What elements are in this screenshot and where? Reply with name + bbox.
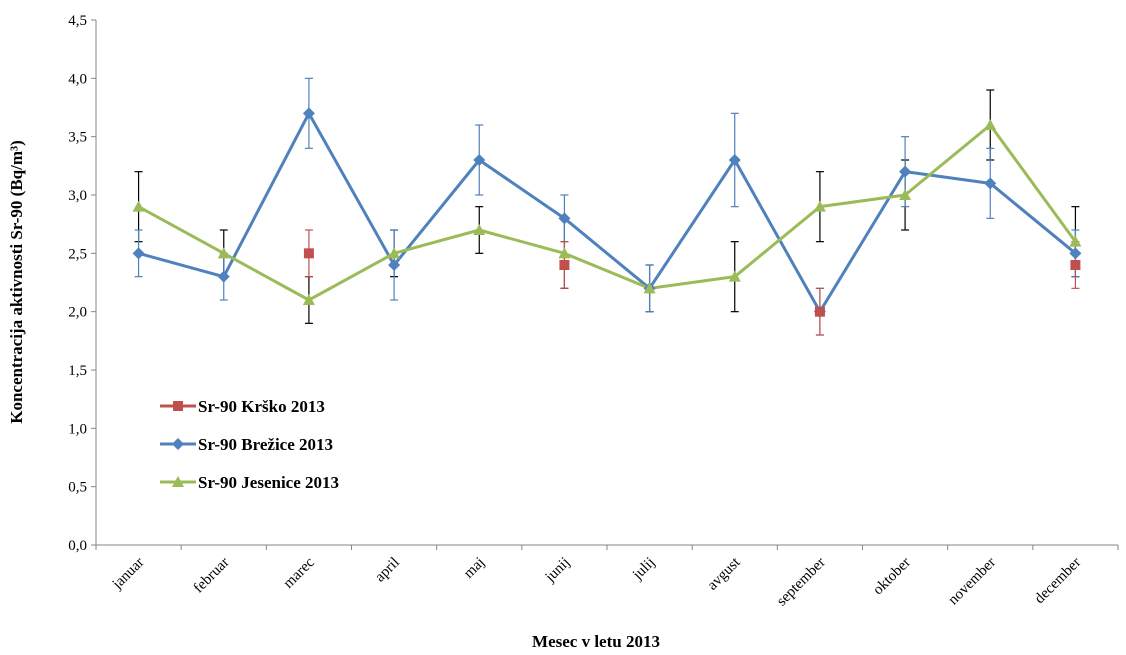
y-tick-label: 0,5 bbox=[68, 480, 87, 496]
data-point bbox=[132, 247, 145, 260]
x-tick-label: april bbox=[372, 555, 403, 586]
data-point bbox=[899, 165, 912, 178]
y-tick-label: 0,0 bbox=[68, 538, 87, 554]
data-point bbox=[558, 212, 571, 225]
x-tick-label: junij bbox=[542, 555, 573, 586]
series-markers bbox=[132, 107, 1082, 318]
y-tick-label: 4,5 bbox=[68, 13, 87, 29]
data-point bbox=[388, 247, 401, 259]
x-tick-label: julij bbox=[629, 555, 658, 584]
data-point bbox=[132, 200, 145, 212]
legend: Sr-90 Krško 2013 Sr-90 Brežice 2013 Sr-90 … bbox=[160, 397, 339, 492]
x-tick-label: marec bbox=[281, 554, 318, 591]
y-tick-label: 4,0 bbox=[68, 71, 87, 87]
data-point bbox=[1069, 235, 1082, 247]
axes: 0,0 0,5 1,0 1,5 2,0 2,5 3,0 3,5 4,0 4,5 januar febr… bbox=[68, 13, 1119, 610]
x-tick-label: september bbox=[774, 555, 829, 610]
legend-swatch-marker bbox=[173, 401, 183, 411]
x-tick-label: avgust bbox=[705, 554, 745, 594]
data-point bbox=[388, 259, 401, 271]
x-tick-label: november bbox=[945, 555, 999, 609]
y-tick-label: 1,0 bbox=[68, 421, 87, 437]
y-tick-label: 2,0 bbox=[68, 305, 87, 321]
legend-label: Sr-90 Jesenice 2013 bbox=[198, 473, 339, 492]
data-point bbox=[303, 248, 314, 259]
data-point bbox=[217, 247, 230, 259]
data-point bbox=[899, 189, 912, 200]
legend-label: Sr-90 Brežice 2013 bbox=[198, 435, 333, 454]
data-point bbox=[728, 154, 741, 166]
y-tick-label: 2,5 bbox=[68, 246, 87, 262]
x-axis-title: Mesec v letu 2013 bbox=[532, 632, 660, 651]
legend-swatch-marker bbox=[172, 438, 184, 450]
x-tick-label: januar bbox=[109, 555, 148, 594]
data-point bbox=[473, 154, 486, 166]
x-tick-label: oktober bbox=[870, 555, 914, 599]
y-tick-label: 3,0 bbox=[68, 188, 87, 204]
data-point bbox=[813, 200, 826, 212]
legend-label: Sr-90 Krško 2013 bbox=[198, 397, 325, 416]
data-point bbox=[1070, 260, 1081, 270]
data-point bbox=[302, 294, 315, 305]
y-tick-label: 1,5 bbox=[68, 363, 87, 379]
series-line bbox=[138, 111, 1077, 314]
data-point bbox=[302, 107, 315, 120]
data-point bbox=[217, 270, 230, 283]
data-point bbox=[728, 270, 741, 282]
data-point bbox=[984, 177, 997, 190]
data-point bbox=[559, 260, 570, 270]
x-tick-label: februar bbox=[191, 555, 233, 597]
data-point bbox=[643, 282, 656, 294]
data-point bbox=[558, 247, 571, 259]
data-point bbox=[814, 306, 825, 317]
data-point bbox=[473, 224, 486, 235]
x-tick-label: maj bbox=[461, 555, 488, 582]
data-point bbox=[1069, 247, 1082, 260]
legend-swatch-marker bbox=[172, 476, 184, 487]
y-axis-title: Koncentracija aktivnosti Sr-90 (Bq/m³) bbox=[7, 140, 26, 424]
series-line bbox=[137, 123, 1077, 302]
data-point bbox=[984, 119, 997, 130]
error-bars bbox=[134, 77, 1080, 336]
x-tick-label: december bbox=[1032, 555, 1085, 608]
y-tick-label: 3,5 bbox=[68, 130, 87, 146]
series-lines bbox=[137, 111, 1077, 314]
